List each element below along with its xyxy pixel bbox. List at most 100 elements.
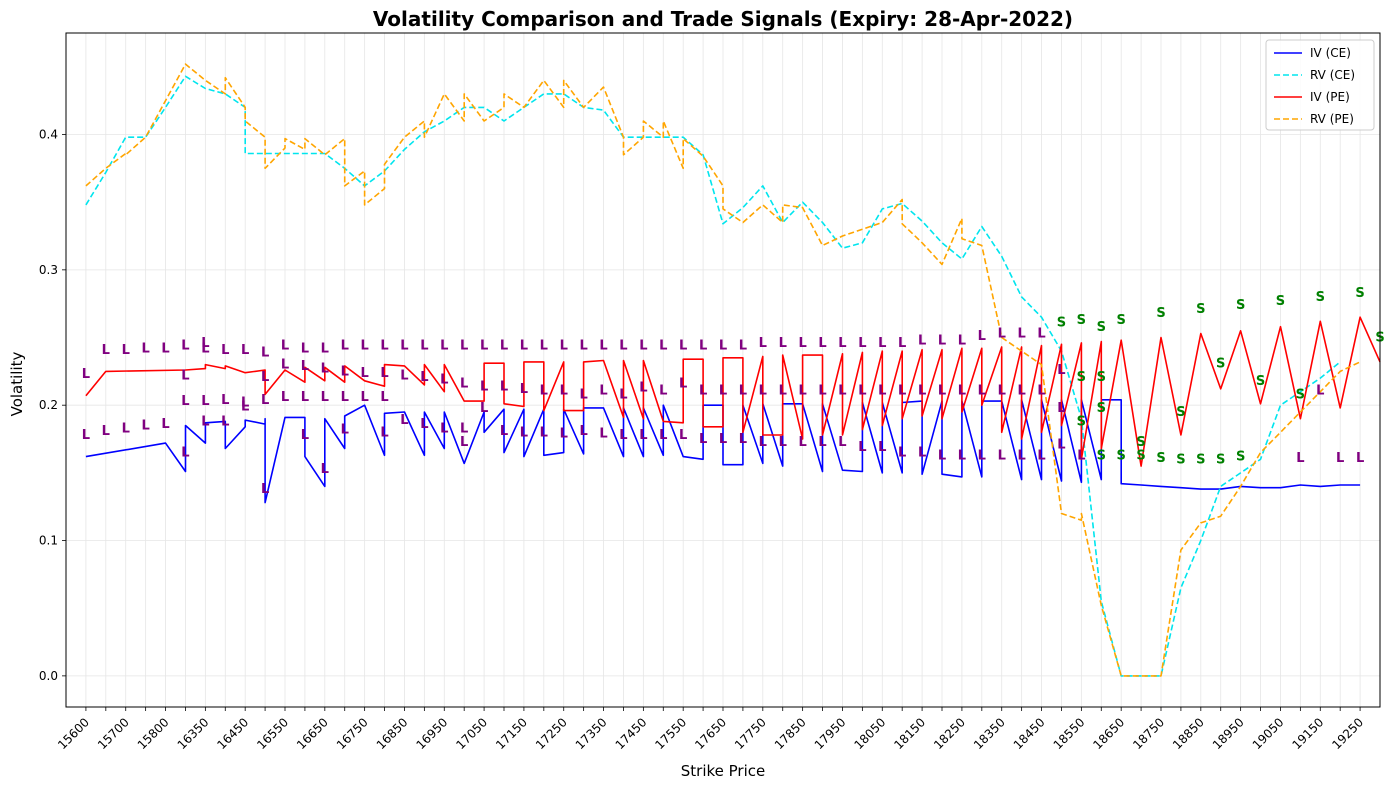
signal-long: L	[301, 390, 309, 405]
signal-long: L	[460, 421, 468, 436]
signal-long: L	[719, 383, 727, 398]
signal-long: L	[679, 377, 687, 392]
signal-short: S	[1276, 294, 1285, 309]
signal-short: S	[1156, 451, 1165, 466]
signal-long: L	[221, 414, 229, 429]
signal-long: L	[639, 428, 647, 443]
signal-long: L	[719, 339, 727, 354]
signal-long: L	[301, 428, 309, 443]
x-tick-label: 16450	[214, 715, 251, 752]
signal-short: S	[1116, 313, 1125, 328]
x-tick-label: 16750	[334, 715, 371, 752]
legend-label: IV (CE)	[1310, 46, 1351, 60]
signal-short: S	[1097, 448, 1106, 463]
signal-long: L	[440, 339, 448, 354]
signal-long: L	[122, 421, 130, 436]
x-tick-label: 18850	[1170, 715, 1207, 752]
signal-short: S	[1256, 374, 1265, 389]
signal-short: S	[1176, 405, 1185, 420]
signal-long: L	[82, 428, 90, 443]
signal-long: L	[619, 339, 627, 354]
series-layer	[85, 63, 1381, 677]
signal-long: L	[798, 336, 806, 351]
legend-label: RV (CE)	[1310, 68, 1355, 82]
signal-long: L	[221, 393, 229, 408]
signal-short: S	[1355, 286, 1364, 301]
signal-long: L	[400, 368, 408, 383]
signal-long: L	[599, 339, 607, 354]
signal-long: L	[978, 383, 986, 398]
signal-long: L	[818, 383, 826, 398]
x-axis-ticks: 15600 15700 15800 16350 16450 16550 16650 16750…	[55, 707, 1366, 752]
signal-long: L	[1057, 401, 1065, 416]
signal-long: L	[420, 370, 428, 385]
signal-long: L	[261, 482, 269, 497]
signal-long: L	[540, 425, 548, 440]
signal-long: L	[400, 413, 408, 428]
x-tick-label: 17750	[732, 715, 769, 752]
signal-long: L	[380, 366, 388, 381]
signal-long: L	[181, 339, 189, 354]
signal-long: L	[838, 383, 846, 398]
series-line-rv-pe	[85, 63, 1361, 677]
x-tick-label: 17550	[652, 715, 689, 752]
x-tick-label: 16650	[294, 715, 331, 752]
signal-long: L	[639, 381, 647, 396]
x-tick-label: 18550	[1051, 715, 1088, 752]
signal-long: L	[460, 377, 468, 392]
signal-long: L	[161, 417, 169, 432]
signal-long: L	[599, 427, 607, 442]
y-tick-label: 0.2	[39, 398, 58, 412]
signal-long: L	[360, 366, 368, 381]
signal-short: S	[1176, 452, 1185, 467]
signal-long: L	[82, 367, 90, 382]
signal-long: L	[659, 339, 667, 354]
signal-long: L	[779, 435, 787, 450]
signal-long: L	[858, 440, 866, 455]
signal-long: L	[938, 333, 946, 348]
legend: IV (CE) RV (CE) IV (PE) RV (PE)	[1265, 39, 1375, 131]
signal-long: L	[998, 383, 1006, 398]
x-tick-label: 18150	[891, 715, 928, 752]
signal-long: L	[858, 336, 866, 351]
signal-short: S	[1236, 450, 1245, 465]
signal-long: L	[341, 364, 349, 379]
signal-long: L	[798, 383, 806, 398]
signal-long: L	[540, 383, 548, 398]
x-tick-label: 17350	[573, 715, 610, 752]
x-tick-label: 18650	[1090, 715, 1127, 752]
signal-long: L	[599, 383, 607, 398]
signal-long: L	[659, 383, 667, 398]
legend-label: RV (PE)	[1310, 112, 1354, 126]
signal-long: L	[380, 425, 388, 440]
signal-long: L	[440, 373, 448, 388]
x-tick-label: 19150	[1289, 715, 1326, 752]
signal-short: S	[1097, 370, 1106, 385]
x-tick-label: 15800	[135, 715, 172, 752]
signal-long: L	[918, 333, 926, 348]
signal-long: L	[102, 424, 110, 439]
signal-short: S	[1216, 356, 1225, 371]
x-tick-label: 17950	[812, 715, 849, 752]
signal-long: L	[301, 341, 309, 356]
signal-long: L	[579, 424, 587, 439]
signal-short: S	[1116, 448, 1125, 463]
y-tick-label: 0.0	[39, 669, 58, 683]
signal-long: L	[1017, 383, 1025, 398]
signal-long: L	[1017, 448, 1025, 463]
signal-short: S	[1156, 306, 1165, 321]
signal-short: S	[1296, 387, 1305, 402]
signal-long: L	[480, 401, 488, 416]
x-tick-label: 17450	[613, 715, 650, 752]
signal-short: S	[1057, 316, 1066, 331]
signal-long: L	[241, 400, 249, 415]
signal-long: L	[380, 339, 388, 354]
signal-long: L	[281, 358, 289, 373]
signal-long: L	[520, 339, 528, 354]
signal-long: L	[838, 435, 846, 450]
signal-long: L	[978, 448, 986, 463]
y-axis-ticks: 0.0 0.1 0.2 0.3 0.4	[39, 128, 66, 683]
x-tick-label: 17850	[772, 715, 809, 752]
signal-layer: LLLLLLLLLLLLLLLLLLLLLLLLLLLLLLLLLLLLLLLL…	[82, 286, 1385, 497]
signal-long: L	[918, 446, 926, 461]
